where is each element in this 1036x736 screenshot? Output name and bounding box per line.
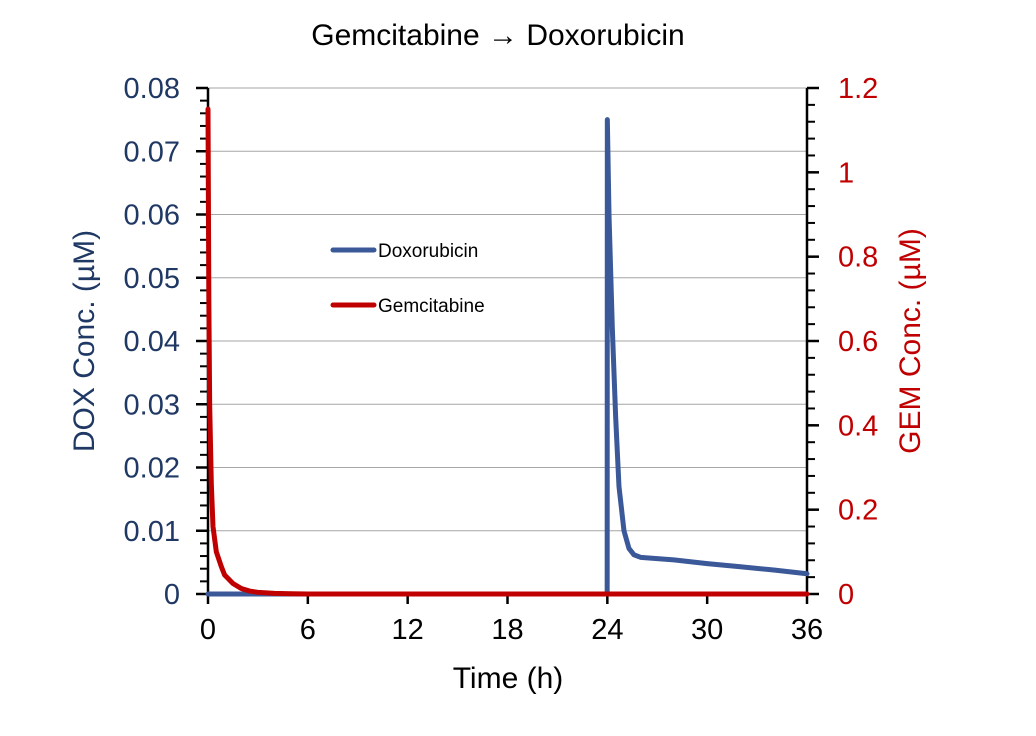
axes: 0 0.01 0.02 0.03 0.04 0.05 0.06 0.07 0.08 0 0.2 0.4…	[124, 73, 879, 646]
gemcitabine-line	[205, 106, 810, 597]
y-left-tick-label: 0.04	[124, 326, 180, 358]
doxorubicin-line	[205, 117, 810, 597]
x-tick-label: 36	[791, 614, 823, 646]
x-axis-label: Time (h)	[453, 662, 564, 695]
y-right-tick-label: 0.8	[838, 242, 878, 274]
y-right-tick-label: 0.4	[838, 410, 878, 442]
y-right-tick-label: 0.6	[838, 326, 878, 358]
y-left-tick-label: 0.05	[124, 263, 180, 295]
y-left-tick-label: 0.08	[124, 73, 180, 105]
x-tick-label: 24	[591, 614, 623, 646]
x-tick-label: 18	[491, 614, 523, 646]
y-left-tick-label: 0.01	[124, 516, 180, 548]
y-left-tick-label: 0.02	[124, 453, 180, 485]
legend-label-doxorubicin: Doxorubicin	[378, 241, 478, 262]
series-layer	[205, 106, 810, 597]
chart-title: Gemcitabine → Doxorubicin	[311, 19, 685, 52]
legend-label-gemcitabine: Gemcitabine	[378, 296, 485, 317]
x-tick-label: 12	[392, 614, 424, 646]
y-left-tick-label: 0.06	[124, 200, 180, 232]
y-right-tick-label: 0	[838, 579, 854, 611]
y-right-tick-label: 0.2	[838, 495, 878, 527]
legend: Doxorubicin Gemcitabine	[330, 241, 485, 317]
x-tick-label: 0	[200, 614, 216, 646]
gridlines	[208, 87, 807, 532]
y-axis-left-label: DOX Conc. (µM)	[68, 230, 101, 452]
y-left-tick-label: 0.03	[124, 389, 180, 421]
y-axis-right-label: GEM Conc. (µM)	[894, 228, 927, 454]
y-right-tick-label: 1	[838, 157, 854, 189]
y-left-tick-label: 0	[164, 579, 180, 611]
y-left-tick-label: 0.07	[124, 136, 180, 168]
x-tick-label: 30	[691, 614, 723, 646]
y-right-tick-label: 1.2	[838, 73, 878, 105]
x-tick-label: 6	[300, 614, 316, 646]
